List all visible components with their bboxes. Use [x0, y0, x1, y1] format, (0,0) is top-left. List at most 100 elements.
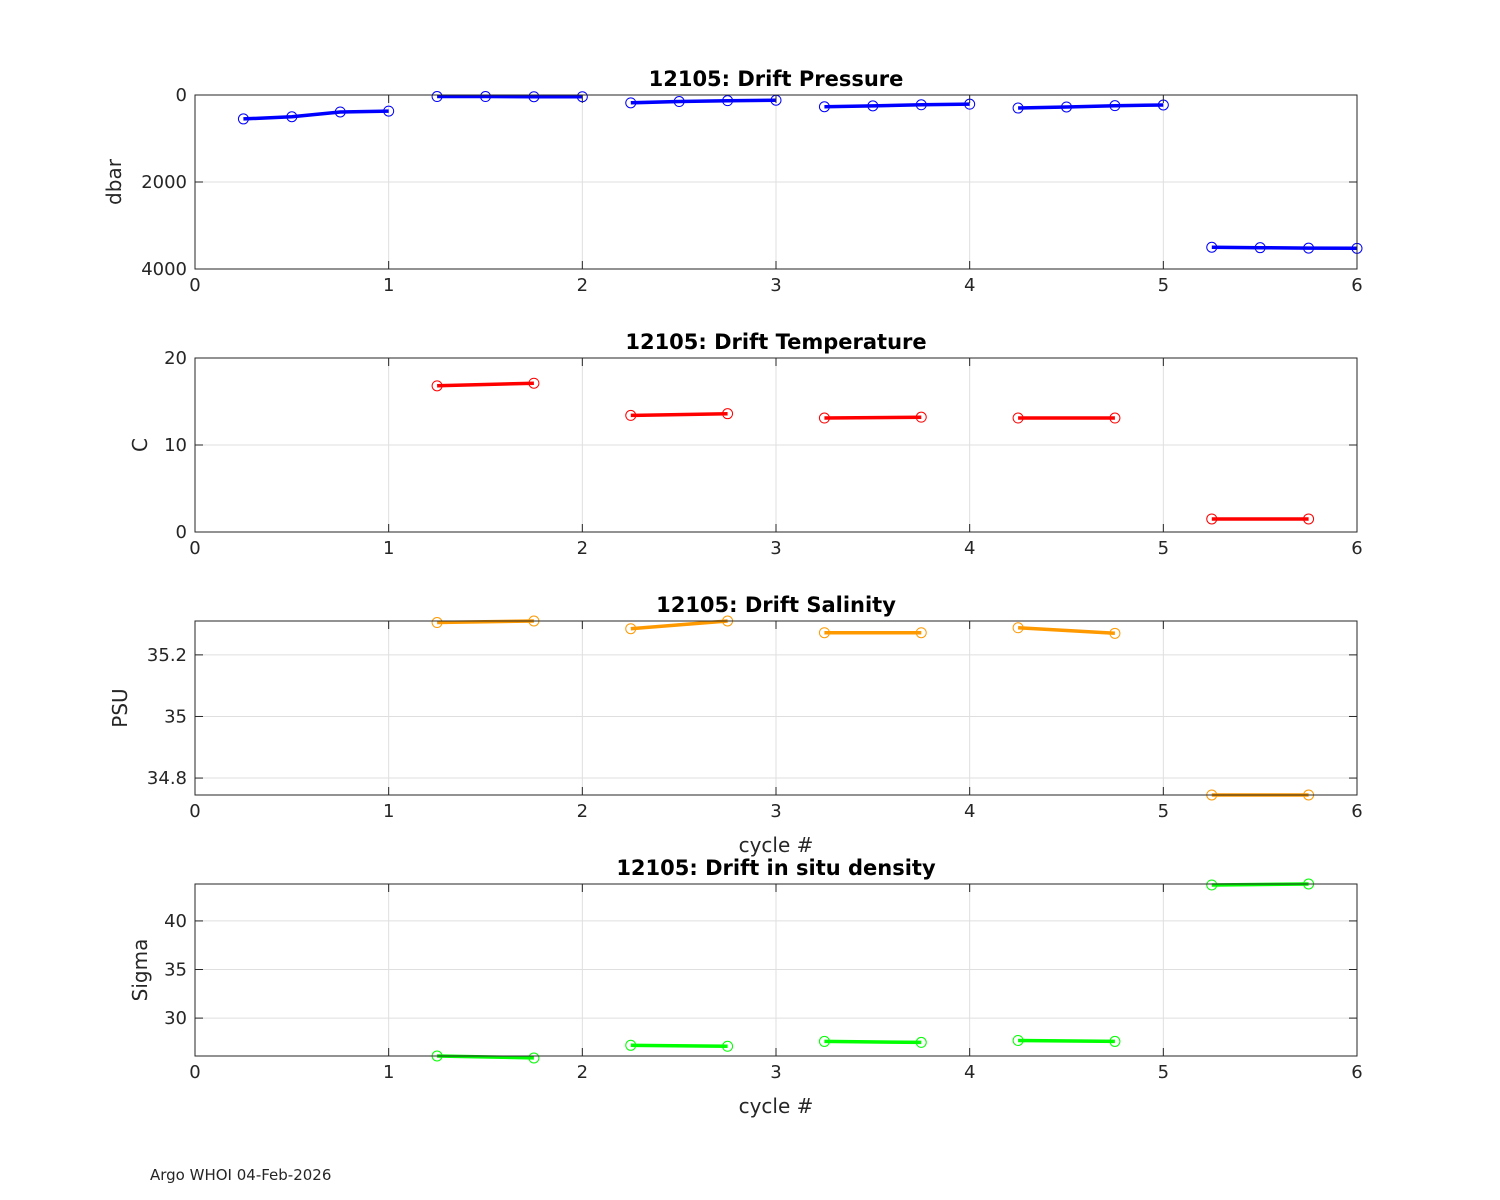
y-tick-label: 0	[176, 85, 187, 106]
x-tick-label: 6	[1351, 538, 1362, 559]
series-line-segment	[630, 619, 728, 631]
data-point	[722, 1040, 734, 1052]
series-line-segment	[630, 98, 777, 105]
data-point	[1109, 627, 1121, 639]
data-point	[1254, 242, 1266, 254]
chart-title: 12105: Drift Salinity	[656, 593, 896, 617]
series-line-segment	[824, 102, 970, 109]
x-tick-label: 2	[577, 801, 588, 822]
y-tick-label: 30	[164, 1008, 187, 1029]
data-point	[431, 617, 443, 629]
data-point	[334, 106, 346, 118]
y-tick-label: 35	[164, 706, 187, 727]
data-point	[915, 1036, 927, 1048]
x-axis-label: cycle #	[739, 833, 814, 857]
data-point	[431, 91, 443, 103]
data-point	[237, 113, 249, 125]
series-line-segment	[630, 411, 728, 418]
series-line-segment	[824, 1039, 922, 1045]
x-tick-label: 3	[770, 1062, 781, 1083]
footer-text: Argo WHOI 04-Feb-2026	[150, 1166, 332, 1184]
y-tick-label: 35	[164, 960, 187, 981]
data-point	[915, 411, 927, 423]
y-axis-label: Sigma	[128, 939, 152, 1002]
x-tick-label: 0	[189, 801, 200, 822]
x-tick-label: 4	[964, 801, 975, 822]
data-point	[383, 105, 395, 117]
x-axis-label: cycle #	[739, 1094, 814, 1118]
data-point	[625, 409, 637, 421]
x-tick-label: 4	[964, 275, 975, 296]
y-tick-label: 34.8	[147, 768, 187, 789]
data-point	[431, 380, 443, 392]
x-tick-label: 0	[189, 538, 200, 559]
data-point	[528, 91, 540, 103]
data-point	[1206, 879, 1218, 891]
data-point	[1206, 241, 1218, 253]
x-tick-label: 2	[577, 538, 588, 559]
data-point	[286, 111, 298, 123]
data-point	[625, 1039, 637, 1051]
data-point	[528, 377, 540, 389]
chart-panel-2: 0 1 2 3 4 5 6 0 10 20 C	[128, 348, 1363, 559]
x-tick-label: 3	[770, 801, 781, 822]
y-tick-label: 4000	[141, 259, 187, 280]
y-tick-label: 10	[164, 435, 187, 456]
data-point	[915, 99, 927, 111]
data-point	[625, 97, 637, 109]
data-point	[867, 100, 879, 112]
y-axis-label: PSU	[108, 688, 132, 727]
series-line-segment	[1018, 1038, 1115, 1044]
x-tick-label: 1	[383, 801, 394, 822]
series-line-segment	[437, 381, 534, 388]
x-tick-label: 0	[189, 275, 200, 296]
x-tick-label: 5	[1158, 538, 1169, 559]
data-point	[528, 1052, 540, 1064]
x-tick-label: 4	[964, 538, 975, 559]
data-point	[818, 1035, 830, 1047]
x-tick-label: 4	[964, 1062, 975, 1083]
series-line-segment	[824, 415, 922, 420]
data-point	[722, 95, 734, 107]
x-tick-label: 1	[383, 1062, 394, 1083]
x-tick-label: 3	[770, 538, 781, 559]
data-point	[818, 627, 830, 639]
x-tick-label: 6	[1351, 1062, 1362, 1083]
y-axis-label: C	[128, 438, 152, 452]
data-point	[1109, 100, 1121, 112]
data-point	[1206, 513, 1218, 525]
chart-panel-1: 0 1 2 3 4 5 6 0 2000 4000 dbar	[102, 85, 1363, 296]
series-line-segment	[1018, 103, 1164, 110]
series-line-segment	[1018, 626, 1115, 636]
data-point	[480, 91, 491, 103]
x-tick-label: 1	[383, 275, 394, 296]
data-point	[1109, 1035, 1121, 1047]
data-point	[1109, 412, 1121, 424]
x-tick-label: 2	[577, 1062, 588, 1083]
x-tick-label: 6	[1351, 801, 1362, 822]
x-tick-label: 5	[1158, 801, 1169, 822]
x-tick-label: 5	[1158, 1062, 1169, 1083]
chart-title: 12105: Drift Temperature	[625, 330, 926, 354]
x-tick-label: 2	[577, 275, 588, 296]
x-tick-label: 6	[1351, 275, 1362, 296]
y-tick-label: 0	[176, 522, 187, 543]
data-point	[1303, 242, 1315, 254]
chart-title: 12105: Drift Pressure	[649, 67, 904, 91]
x-tick-label: 0	[189, 1062, 200, 1083]
data-point	[1012, 622, 1024, 634]
data-point	[1303, 513, 1315, 525]
y-tick-label: 35.2	[147, 645, 187, 666]
series-line-segment	[243, 109, 389, 121]
data-point	[1012, 412, 1024, 424]
x-tick-label: 5	[1158, 275, 1169, 296]
y-tick-label: 20	[164, 348, 187, 369]
series-line-segment	[630, 1043, 728, 1049]
chart-panel-4: 0 1 2 3 4 5 6 30 35 40 Sigma cycle #	[128, 878, 1363, 1118]
chart-title: 12105: Drift in situ density	[616, 856, 936, 880]
data-point	[1061, 101, 1072, 113]
data-point	[722, 408, 734, 420]
data-point	[818, 412, 830, 424]
data-point	[818, 101, 830, 113]
